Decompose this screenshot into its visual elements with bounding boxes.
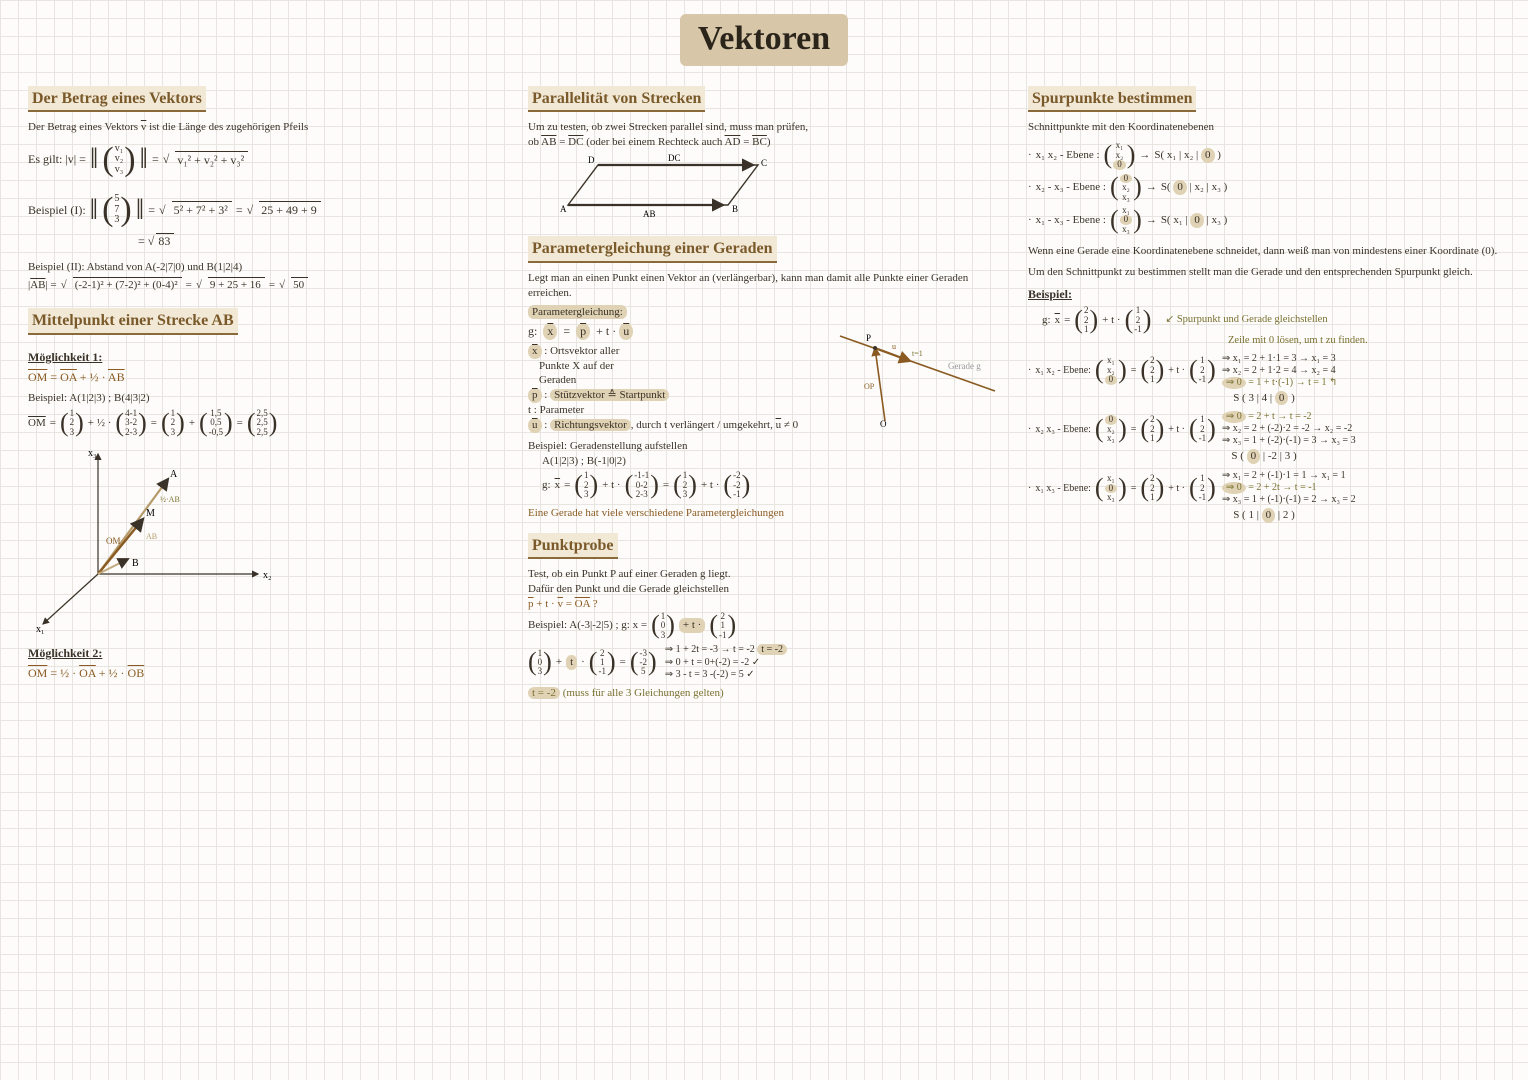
b1a: 5² + 7² + 3² xyxy=(172,201,232,218)
svg-text:x₂: x₂ xyxy=(263,570,272,581)
svg-text:DC: DC xyxy=(668,153,681,163)
b1c: 83 xyxy=(156,233,174,248)
b1b: 25 + 49 + 9 xyxy=(259,201,321,218)
page-title: Vektoren xyxy=(680,14,848,66)
svg-text:u: u xyxy=(892,342,896,351)
sp-p2: Wenn eine Gerade eine Koordinatenebene s… xyxy=(1028,244,1500,259)
svg-text:x₁: x₁ xyxy=(36,624,45,635)
m1-lbl: Möglichkeit 1: xyxy=(28,349,500,365)
svg-text:AB: AB xyxy=(643,209,656,219)
sp-p3: Um den Schnittpunkt zu bestimmen stellt … xyxy=(1028,265,1500,280)
m-bsp-eq: OM = (123) + ½ · (4-13-22-3) = (123) + (… xyxy=(28,409,500,437)
b2b: 9 + 25 + 16 xyxy=(208,277,265,293)
par-p1: Um zu testen, ob zwei Strecken parallel … xyxy=(528,120,1000,135)
svg-text:OP: OP xyxy=(864,382,875,391)
sp-bsp-g: g: x = (221) + t · (12-1) ↙ Spurpunkt un… xyxy=(1042,306,1500,334)
sp-ex1-S: S ( 3 | 4 | 0 ) xyxy=(1028,391,1500,406)
bsp-gerade-eq: g: x = (123) + t · (-1-10-22-3) = (123) … xyxy=(542,471,1000,499)
pp-p1: Test, ob ein Punkt P auf einer Geraden g… xyxy=(528,567,1000,582)
bsp-gerade-ab: A(1|2|3) ; B(-1|0|2) xyxy=(542,454,1000,469)
pp-eq: p + t · v = OA ? xyxy=(528,597,1000,612)
x-def: x : Ortsvektor aller Punkte X auf der Ge… xyxy=(528,344,820,389)
sec-spurpunkte-head: Spurpunkte bestimmen xyxy=(1028,86,1196,113)
m2-lbl: Möglichkeit 2: xyxy=(28,645,500,661)
svg-text:A: A xyxy=(560,204,567,214)
m1-formula: OM = OA + ½ · AB xyxy=(28,369,500,385)
line-diagram: O P u t=1 Gerade g OP xyxy=(830,301,1000,431)
t-def: t : Parameter xyxy=(528,403,820,418)
page-title-wrap: Vektoren xyxy=(28,14,1500,66)
ann2: Zeile mit 0 lösen, um t zu finden. xyxy=(1228,334,1500,348)
sp-ex1: · x₁ x₂ - Ebene: (x₁x₂0) = (221) + t · (… xyxy=(1028,353,1500,389)
svg-text:x₃: x₃ xyxy=(88,448,97,459)
parallelogram-diagram: A B C D AB DC xyxy=(528,150,788,220)
column-3: Spurpunkte bestimmen Schnittpunkte mit d… xyxy=(1028,74,1500,700)
sp-e1: · x₁ x₂ - Ebene : (x₁x₂0) → S( x₁ | x₂ |… xyxy=(1028,141,1500,169)
sp-ex2-S: S ( 0 | -2 | 3 ) xyxy=(1028,449,1500,464)
b2c: 50 xyxy=(291,277,308,293)
b1v2: 3 xyxy=(114,215,119,226)
pg-formula: g: x = p + t · u xyxy=(528,323,820,339)
svg-text:OM: OM xyxy=(106,536,121,546)
param-p1: Legt man an einen Punkt einen Vektor an … xyxy=(528,271,1000,301)
sec2head: Mittelpunkt einer Strecke AB xyxy=(32,312,234,329)
column-1: Der Betrag eines Vektors Der Betrag eine… xyxy=(28,74,500,700)
sp-bsp-lbl: Beispiel: xyxy=(1028,286,1500,302)
norm-expr: v₁² + v₂² + v₃² xyxy=(175,151,248,168)
b2a: (-2-1)² + (7-2)² + (0-4)² xyxy=(73,277,182,293)
bsp2: |AB| = (-2-1)² + (7-2)² + (0-4)² = 9 + 2… xyxy=(28,277,500,293)
vc3: v₃ xyxy=(115,165,124,176)
sec-mittelpunkt-head: Mittelpunkt einer Strecke AB xyxy=(28,308,238,335)
bsp2-lbl: Beispiel (II): Abstand von A(-2|7|0) und… xyxy=(28,260,500,275)
pp-p2: Dafür den Punkt und die Gerade gleichste… xyxy=(528,582,1000,597)
pg-lbl: Parametergleichung: xyxy=(528,305,627,320)
betrag-p1a: Der Betrag eines Vektors xyxy=(28,121,141,133)
betrag-formula: Es gilt: |v| = ‖ (v₁v₂v₃) ‖ = v₁² + v₂² … xyxy=(28,139,500,180)
bsp1-lbl: Beispiel (I): xyxy=(28,202,86,218)
svg-text:B: B xyxy=(132,558,139,569)
sec-punktprobe-head: Punktprobe xyxy=(528,533,618,560)
sp-p1: Schnittpunkte mit den Koordinatenebenen xyxy=(1028,120,1500,135)
param-block: Parametergleichung: g: x = p + t · u x :… xyxy=(528,301,1000,433)
svg-text:P: P xyxy=(866,333,871,343)
svg-text:Gerade g: Gerade g xyxy=(948,361,981,371)
u-def: u : Richtungsvektor, durch t verlängert … xyxy=(528,418,820,433)
svg-text:AB: AB xyxy=(146,532,157,541)
sp-e3: · x₁ - x₃ - Ebene : (x₁0x₃) → S( x₁ | 0 … xyxy=(1028,206,1500,234)
sp-ex2: · x₂ x₃ - Ebene: (0x₂x₃) = (221) + t · (… xyxy=(1028,411,1500,447)
betrag-text: Der Betrag eines Vektors v ist die Länge… xyxy=(28,120,500,135)
axes-diagram: x₂ x₃ x₁ A B M OM ½·AB AB xyxy=(28,444,288,634)
svg-text:B: B xyxy=(732,204,738,214)
par-p2: ob AB = DC (oder bei einem Rechteck auch… xyxy=(528,135,1000,150)
sp-e2: · x₂ - x₃ - Ebene : (0x₂x₃) → S( 0 | x₂ … xyxy=(1028,174,1500,202)
sec-betrag-head: Der Betrag eines Vektors xyxy=(28,86,206,113)
pp-concl: t = -2 (muss für alle 3 Gleichungen gelt… xyxy=(528,686,1000,701)
b1c-line: = 83 xyxy=(138,233,500,249)
bsp-gerade-lbl: Beispiel: Geradenstellung aufstellen xyxy=(528,439,1000,454)
sec-parallel-head: Parallelität von Strecken xyxy=(528,86,705,113)
m2-formula: OM = ½ · OA + ½ · OB xyxy=(28,665,500,681)
sp-ex3-S: S ( 1 | 0 | 2 ) xyxy=(1028,508,1500,523)
betrag-p1b: ist die Länge des zugehörigen Pfeils xyxy=(146,121,308,133)
pp-bsp: Beispiel: A(-3|-2|5) ; g: x = (103) + t … xyxy=(528,612,1000,640)
sec-param-head: Parametergleichung einer Geraden xyxy=(528,236,777,263)
sp-ex3: · x₁ x₃ - Ebene: (x₁0x₃) = (221) + t · (… xyxy=(1028,470,1500,506)
p-def: p : Stützvektor ≙ Startpunkt xyxy=(528,388,820,403)
esgilt: Es gilt: |v| = xyxy=(28,151,86,167)
pp-solve: (103) + t · (21-1) = (-3-25) ⇒ 1 + 2t = … xyxy=(528,644,1000,682)
column-2: Parallelität von Strecken Um zu testen, … xyxy=(528,74,1000,700)
svg-text:O: O xyxy=(880,419,887,429)
columns: Der Betrag eines Vektors Der Betrag eine… xyxy=(28,74,1500,700)
svg-text:t=1: t=1 xyxy=(912,349,923,358)
m-bsp: Beispiel: A(1|2|3) ; B(4|3|2) xyxy=(28,391,500,406)
svg-text:D: D xyxy=(588,155,595,165)
svg-text:A: A xyxy=(170,469,178,480)
svg-text:M: M xyxy=(146,508,155,519)
svg-text:C: C xyxy=(761,158,767,168)
svg-text:½·AB: ½·AB xyxy=(160,495,180,504)
param-note: Eine Gerade hat viele verschiedene Param… xyxy=(528,506,1000,521)
betrag-bsp1: Beispiel (I): ‖ (573) ‖ = 5² + 7² + 3² =… xyxy=(28,190,500,231)
